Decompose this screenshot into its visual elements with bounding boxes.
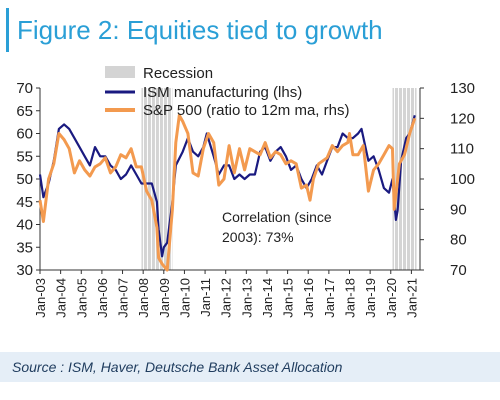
y-right-tick-label: 100 <box>450 171 475 188</box>
y-left-tick-label: 50 <box>16 171 33 188</box>
x-tick-label: Jan-13 <box>239 278 254 318</box>
legend-label-ism: ISM manufacturing (lhs) <box>143 84 302 101</box>
legend-label-sp500: S&P 500 (ratio to 12m ma, rhs) <box>143 102 349 119</box>
y-right-tick-label: 80 <box>450 232 467 249</box>
chart-area: 30 35 40 45 50 55 60 65 70 70 80 90 100 110 120 130 Jan-… <box>0 60 500 350</box>
x-tick-label: Jan-15 <box>281 278 296 318</box>
x-tick-label: Jan-18 <box>343 278 358 318</box>
figure-title: Figure 2: Equities tied to growth <box>17 15 383 45</box>
annotation-line-2: 2003): 73% <box>222 229 294 245</box>
y-right-tick-label: 120 <box>450 110 475 127</box>
y-left-tick-label: 45 <box>16 194 33 211</box>
x-tick-label: Jan-12 <box>219 278 234 318</box>
y-right-tick-label: 130 <box>450 80 475 97</box>
x-tick-label: Jan-20 <box>384 278 399 318</box>
y-left-tick-label: 35 <box>16 239 33 256</box>
x-tick-label: Jan-08 <box>136 278 151 318</box>
y-right-tick-label: 90 <box>450 201 467 218</box>
x-tick-label: Jan-07 <box>116 278 131 318</box>
y-left-tick-label: 30 <box>16 262 33 279</box>
source-note: Source : ISM, Haver, Deutsche Bank Asset… <box>12 359 343 375</box>
source-bar: Source : ISM, Haver, Deutsche Bank Asset… <box>0 352 500 382</box>
y-left-tick-label: 65 <box>16 103 33 120</box>
recession-band-1 <box>392 88 417 270</box>
annotation-line-1: Correlation (since <box>222 209 332 225</box>
series-line-sp500 <box>38 113 417 272</box>
x-tick-label: Jan-19 <box>363 278 378 318</box>
y-left-tick-label: 55 <box>16 148 33 165</box>
x-tick-label: Jan-10 <box>177 278 192 318</box>
legend-label-recession: Recession <box>143 65 213 82</box>
x-tick-label: Jan-09 <box>157 278 172 318</box>
line-chart: 30 35 40 45 50 55 60 65 70 70 80 90 100 110 120 130 Jan-… <box>16 65 475 318</box>
x-tick-label: Jan-03 <box>33 278 48 318</box>
x-tick-label: Jan-21 <box>404 278 419 318</box>
legend-swatch-recession <box>105 66 135 78</box>
x-tick-label: Jan-06 <box>95 278 110 318</box>
figure-title-box: Figure 2: Equities tied to growth <box>6 8 494 52</box>
x-tick-label: Jan-04 <box>54 278 69 318</box>
x-tick-label: Jan-11 <box>198 278 213 317</box>
y-left-tick-label: 60 <box>16 126 33 143</box>
y-right-tick-label: 110 <box>450 141 474 158</box>
x-tick-label: Jan-16 <box>301 278 316 318</box>
y-left-tick-label: 40 <box>16 217 33 234</box>
y-right-tick-label: 70 <box>450 262 467 279</box>
y-left-tick-label: 70 <box>16 80 33 97</box>
x-tick-label: Jan-05 <box>74 278 89 318</box>
x-tick-label: Jan-14 <box>260 278 275 318</box>
x-tick-label: Jan-17 <box>322 278 337 318</box>
